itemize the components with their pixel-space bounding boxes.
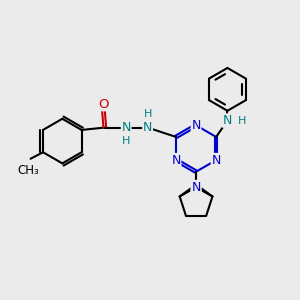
Text: N: N: [143, 121, 152, 134]
Text: N: N: [191, 181, 201, 194]
Text: H: H: [143, 109, 152, 118]
Text: H: H: [238, 116, 247, 126]
Text: N: N: [223, 114, 232, 127]
Text: N: N: [191, 181, 201, 194]
Text: N: N: [191, 119, 201, 132]
Text: CH₃: CH₃: [18, 164, 39, 176]
Text: H: H: [122, 136, 130, 146]
Text: N: N: [171, 154, 181, 166]
Text: O: O: [98, 98, 109, 111]
Text: N: N: [212, 154, 221, 166]
Text: N: N: [122, 121, 131, 134]
